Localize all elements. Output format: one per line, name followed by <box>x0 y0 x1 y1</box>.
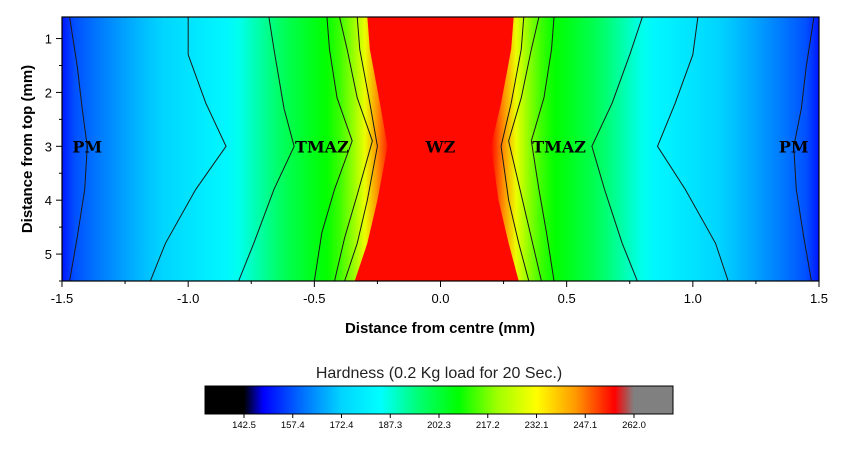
colorbar-title: Hardness (0.2 Kg load for 20 Sec.) <box>316 365 562 382</box>
weld-zone-core <box>354 17 519 281</box>
contour-line-left-235 <box>344 17 378 281</box>
colorbar-tick-label: 142.5 <box>232 420 256 431</box>
y-tick-label: 2 <box>45 85 52 100</box>
colorbar-tick-label: 262.0 <box>622 420 646 431</box>
y-tick-label: 3 <box>45 139 52 154</box>
colorbar: Hardness (0.2 Kg load for 20 Sec.) 142.5… <box>204 365 674 431</box>
contour-line-right-210 <box>530 17 555 281</box>
contour-line-left-195 <box>238 17 295 281</box>
x-axis: -1.5 -1.0 -0.5 0.0 0.5 1.0 1.5 <box>51 281 828 306</box>
contour-line-left-210 <box>313 17 353 281</box>
region-label-tmaz-right: TMAZ <box>532 137 586 156</box>
y-tick-label: 4 <box>45 193 52 208</box>
x-tick-label: -1.5 <box>51 291 73 306</box>
region-labels: PM TMAZ WZ TMAZ PM <box>72 137 808 156</box>
x-tick-label: 1.5 <box>810 291 828 306</box>
y-axis: 1 2 3 4 5 <box>45 32 62 282</box>
region-label-tmaz-left: TMAZ <box>295 137 349 156</box>
colorbar-tick-label: 232.1 <box>525 420 549 431</box>
x-tick-label: -1.0 <box>177 291 199 306</box>
region-label-wz: WZ <box>425 137 456 156</box>
x-tick-label: 0.5 <box>558 291 576 306</box>
contour-line-left-225 <box>334 17 373 281</box>
y-tick-label: 5 <box>45 247 52 262</box>
colorbar-ticks: 142.5 157.4 172.4 187.3 202.3 217.2 232.1 247.1… <box>232 414 646 431</box>
contour-line-right-235 <box>500 17 530 281</box>
x-tick-label: -0.5 <box>303 291 325 306</box>
contour-line-right-225 <box>508 17 542 281</box>
y-axis-title: Distance from top (mm) <box>19 65 36 233</box>
contour-line-right-175 <box>656 17 729 281</box>
contour-line-right-195 <box>591 17 643 281</box>
x-axis-title: Distance from centre (mm) <box>345 320 535 337</box>
x-tick-label: 0.0 <box>431 291 449 306</box>
x-tick-label: 1.0 <box>684 291 702 306</box>
colorbar-tick-label: 187.3 <box>378 420 402 431</box>
region-label-pm-left: PM <box>72 137 102 156</box>
region-label-pm-right: PM <box>779 137 809 156</box>
colorbar-tick-label: 247.1 <box>573 420 597 431</box>
colorbar-gradient <box>204 385 674 415</box>
contour-line-left-160 <box>69 17 88 281</box>
contour-lines <box>69 17 815 281</box>
contour-line-right-160 <box>793 17 815 281</box>
y-tick-label: 1 <box>45 32 52 47</box>
colorbar-tick-label: 157.4 <box>281 420 305 431</box>
colorbar-tick-label: 172.4 <box>330 420 354 431</box>
wz-core-fill <box>354 17 519 281</box>
colorbar-tick-label: 202.3 <box>427 420 451 431</box>
contour-line-left-175 <box>149 17 227 281</box>
plot-area <box>61 16 820 282</box>
colorbar-tick-label: 217.2 <box>476 420 500 431</box>
